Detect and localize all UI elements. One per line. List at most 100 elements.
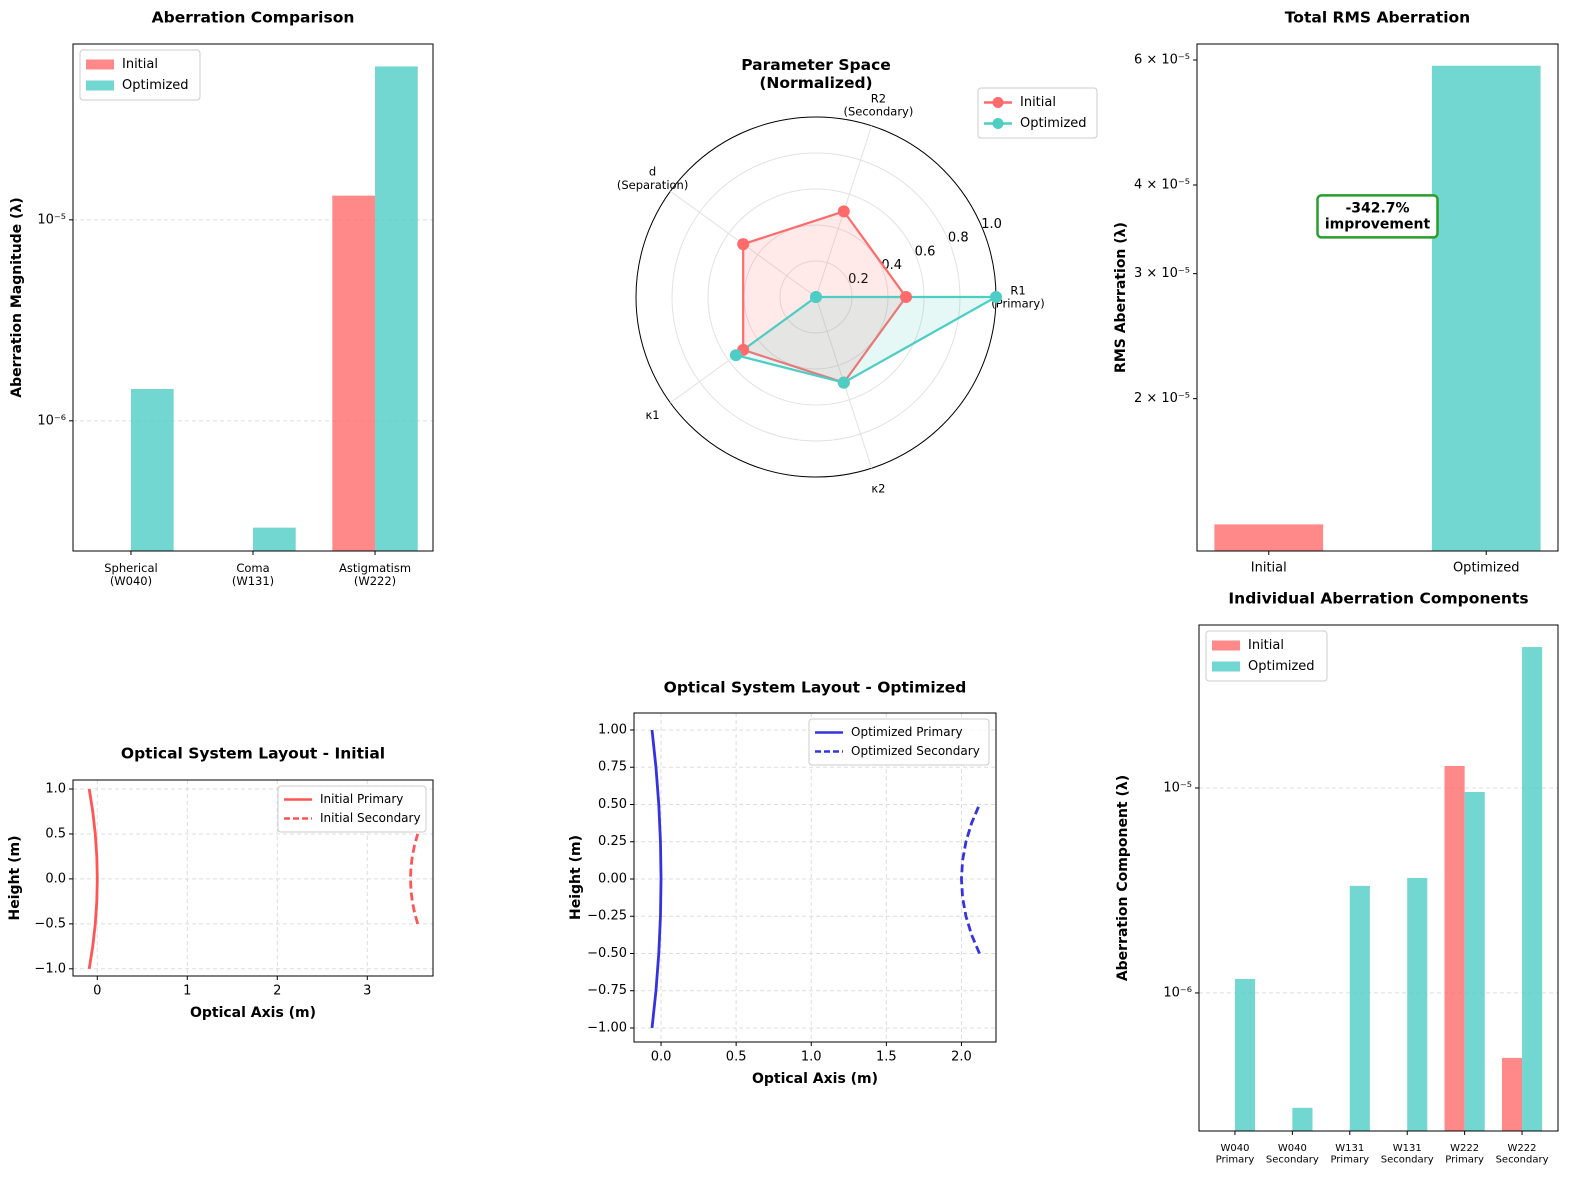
radar-marker	[729, 349, 742, 362]
legend-swatch	[86, 59, 114, 70]
y-axis-label: Height (m)	[7, 836, 23, 921]
radar-marker	[837, 205, 850, 218]
legend-box	[808, 718, 990, 766]
text-line: (Secondary)	[843, 104, 913, 118]
y-tick-label: 0.00	[598, 871, 627, 886]
bar	[1464, 791, 1485, 1131]
y-tick-label: 10⁻⁶	[1163, 985, 1192, 1000]
x-tick-label: 0	[93, 984, 101, 999]
bar	[1431, 65, 1541, 552]
text-line: d	[649, 164, 656, 178]
bar	[253, 527, 296, 551]
bar	[1234, 978, 1256, 1131]
bar	[1214, 524, 1324, 551]
text-line: Spherical	[104, 561, 157, 575]
text-line: Primary	[1330, 1155, 1369, 1166]
text-line: R2	[871, 91, 886, 105]
text-line: Secondary	[1381, 1155, 1434, 1166]
chart-title: Individual Aberration Components	[1228, 590, 1528, 608]
text-line: (Primary)	[991, 296, 1044, 310]
y-tick-label: 10⁻⁵	[1163, 780, 1192, 795]
y-axis-label: RMS Aberration (λ)	[1113, 222, 1129, 373]
text-line: W222	[1508, 1143, 1537, 1154]
y-tick-label: −0.75	[587, 983, 627, 998]
chart-title: Aberration Comparison	[152, 9, 355, 27]
legend-label: Optimized Secondary	[851, 744, 980, 758]
y-tick-label: 10⁻⁶	[37, 413, 66, 428]
x-tick-label: W040 Secondary	[1266, 1143, 1319, 1166]
y-tick-label: 4 × 10⁻⁵	[1134, 177, 1190, 192]
text-line: (W222)	[354, 574, 396, 588]
legend-label: Optimized	[1020, 116, 1087, 131]
curve	[87, 788, 99, 970]
radar-marker	[990, 291, 1002, 303]
plot-frame	[633, 712, 997, 1043]
text-line: W040	[1278, 1143, 1307, 1154]
radar-marker	[737, 238, 750, 251]
bar	[1407, 877, 1428, 1131]
y-axis-label: Aberration Magnitude (λ)	[9, 197, 25, 397]
legend-label: Optimized Primary	[851, 725, 963, 739]
y-tick-label: −0.5	[34, 916, 66, 931]
bar	[1349, 885, 1370, 1131]
category-label: κ1	[646, 408, 660, 422]
x-tick-label: W131 Primary	[1330, 1143, 1369, 1166]
category-label: R2 (Secondary)	[843, 91, 913, 118]
curve	[409, 833, 420, 925]
legend-swatch	[86, 80, 114, 91]
text-line: Primary	[1216, 1155, 1255, 1166]
legend-swatch	[1212, 661, 1240, 672]
radar-marker	[837, 376, 850, 389]
text-line: W131	[1393, 1143, 1422, 1154]
x-tick-label: 1.5	[876, 1050, 897, 1065]
x-tick-label: Optimized	[1453, 561, 1520, 576]
bar	[1501, 1057, 1523, 1131]
legend-label: Initial Secondary	[320, 811, 421, 825]
curve	[650, 729, 663, 1029]
legend-swatch	[1212, 640, 1240, 651]
x-tick-label: Coma (W131)	[232, 561, 274, 588]
y-axis-label: Height (m)	[568, 835, 584, 920]
r-tick-label: 0.2	[848, 272, 869, 287]
text-line: (Normalized)	[759, 73, 872, 91]
x-tick-label: 2	[273, 984, 281, 999]
x-tick-label: 0.5	[726, 1050, 747, 1065]
category-label: κ2	[871, 482, 885, 496]
x-tick-label: W222 Primary	[1445, 1143, 1484, 1166]
text-line: Parameter Space	[741, 56, 891, 74]
x-tick-label: Initial	[1251, 561, 1287, 576]
text-line: Secondary	[1496, 1155, 1549, 1166]
text-line: Primary	[1445, 1155, 1484, 1166]
bar	[1292, 1107, 1313, 1131]
text-line: W222	[1450, 1143, 1479, 1154]
text-line: (W040)	[110, 574, 152, 588]
y-tick-label: −0.50	[587, 946, 627, 961]
chart-title: Optical System Layout - Optimized	[664, 679, 967, 697]
y-tick-label: −0.25	[587, 909, 627, 924]
legend-box	[277, 785, 427, 833]
y-tick-label: 0.25	[598, 834, 627, 849]
y-tick-label: −1.00	[587, 1020, 627, 1035]
r-tick-label: 0.8	[948, 231, 969, 246]
legend-label: Initial Primary	[320, 792, 403, 806]
x-tick-label: Spherical (W040)	[104, 561, 157, 588]
y-tick-label: 0.0	[45, 871, 66, 886]
legend-label: Initial	[1020, 95, 1056, 110]
text-line: (Separation)	[617, 177, 689, 191]
text-line: W131	[1335, 1143, 1364, 1154]
x-axis-label: Optical Axis (m)	[752, 1071, 878, 1087]
chart-title: Parameter Space (Normalized)	[741, 56, 891, 92]
plot-frame	[1198, 624, 1559, 1132]
x-tick-label: W131 Secondary	[1381, 1143, 1434, 1166]
r-tick-label: 1.0	[981, 217, 1002, 232]
bar	[130, 388, 174, 551]
y-tick-label: 0.5	[45, 826, 66, 841]
legend-marker	[992, 118, 1004, 129]
x-tick-label: W040 Primary	[1216, 1143, 1255, 1166]
annotation: -342.7% improvement	[1325, 200, 1431, 232]
x-axis-label: Optical Axis (m)	[190, 1005, 316, 1021]
text-line: R1	[1010, 283, 1025, 297]
x-tick-label: 1.0	[801, 1050, 822, 1065]
y-tick-label: 0.75	[598, 760, 627, 775]
y-tick-label: 6 × 10⁻⁵	[1134, 53, 1190, 68]
